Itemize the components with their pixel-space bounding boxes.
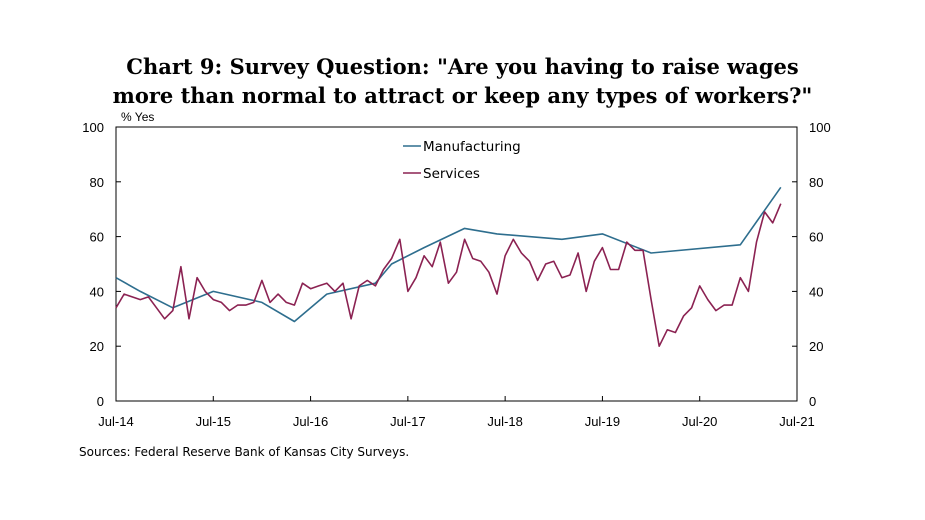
x-tick-label: Jul-15 [196, 414, 231, 429]
y-tick-label-left: 40 [90, 284, 104, 299]
y-tick-label-right: 20 [809, 339, 823, 354]
x-tick-label: Jul-14 [98, 414, 133, 429]
y-tick-label-left: 20 [90, 339, 104, 354]
source-note: Sources: Federal Reserve Bank of Kansas … [79, 445, 410, 459]
series-line-services [115, 203, 782, 347]
x-tick-label: Jul-19 [585, 414, 620, 429]
legend-label-manufacturing: Manufacturing [423, 139, 521, 155]
y-tick-label-left: 0 [97, 394, 104, 409]
y-tick-label-right: 100 [809, 120, 831, 135]
y-tick-label-left: 80 [90, 175, 104, 190]
plot-frame [115, 126, 798, 402]
x-tick-label: Jul-16 [293, 414, 328, 429]
y-tick-label-left: 60 [90, 230, 104, 245]
x-tick-label: Jul-18 [487, 414, 522, 429]
chart-title-line-1: Chart 9: Survey Question: "Are you havin… [126, 54, 799, 79]
x-tick-label: Jul-20 [682, 414, 717, 429]
y-tick-label-right: 80 [809, 175, 823, 190]
legend-label-services: Services [423, 166, 480, 182]
y-tick-label-right: 40 [809, 284, 823, 299]
x-tick-label: Jul-21 [779, 414, 814, 429]
y-tick-label-right: 0 [809, 394, 816, 409]
chart-title: Chart 9: Survey Question: "Are you havin… [0, 52, 925, 110]
y-tick-label-right: 60 [809, 230, 823, 245]
series-line-manufacturing [115, 186, 782, 323]
x-tick-label: Jul-17 [390, 414, 425, 429]
chart-title-line-2: more than normal to attract or keep any … [112, 83, 813, 108]
y-tick-label-left: 100 [82, 120, 104, 135]
y-axis-label: % Yes [121, 110, 154, 124]
